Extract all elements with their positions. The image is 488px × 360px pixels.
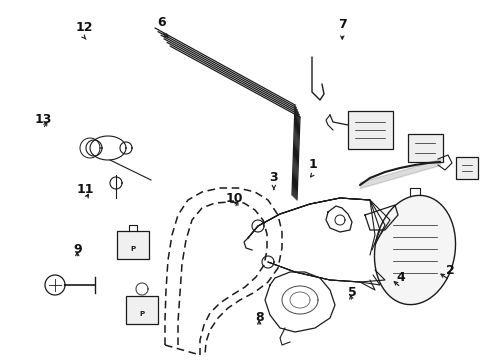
Text: 12: 12 bbox=[75, 21, 93, 34]
FancyBboxPatch shape bbox=[126, 296, 158, 324]
Text: 1: 1 bbox=[308, 158, 317, 171]
Text: 13: 13 bbox=[34, 113, 52, 126]
Text: 7: 7 bbox=[337, 18, 346, 31]
FancyBboxPatch shape bbox=[347, 111, 392, 149]
Ellipse shape bbox=[374, 195, 455, 305]
FancyBboxPatch shape bbox=[455, 157, 477, 179]
Text: 2: 2 bbox=[445, 264, 453, 277]
Text: 3: 3 bbox=[269, 171, 278, 184]
Text: 11: 11 bbox=[77, 183, 94, 196]
Text: 5: 5 bbox=[347, 286, 356, 299]
FancyBboxPatch shape bbox=[407, 134, 442, 162]
Text: 10: 10 bbox=[225, 192, 243, 205]
Text: 9: 9 bbox=[73, 243, 81, 256]
Text: 4: 4 bbox=[396, 271, 405, 284]
Text: P: P bbox=[139, 311, 144, 317]
Text: 8: 8 bbox=[254, 311, 263, 324]
Text: P: P bbox=[130, 246, 135, 252]
FancyBboxPatch shape bbox=[117, 231, 149, 259]
Text: 6: 6 bbox=[157, 16, 165, 29]
